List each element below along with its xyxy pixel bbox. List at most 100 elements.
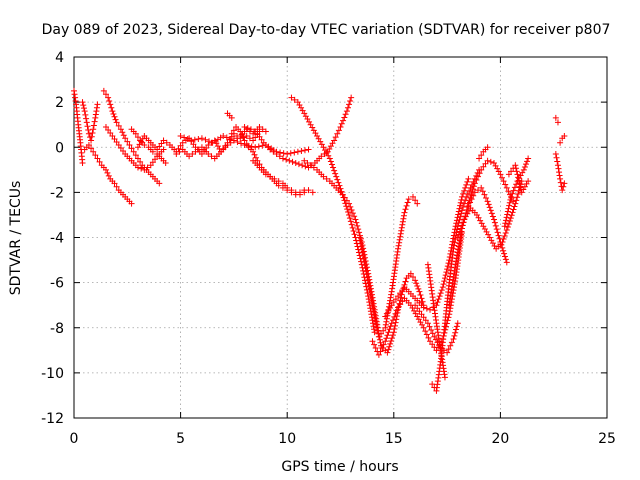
data-point (296, 191, 303, 198)
data-point (335, 127, 342, 134)
data-point (120, 132, 127, 139)
data-point (359, 246, 366, 253)
data-point (399, 287, 406, 294)
data-point (256, 133, 263, 140)
data-point (305, 187, 312, 194)
data-point (356, 234, 363, 241)
data-point (476, 155, 483, 162)
data-point (495, 232, 502, 239)
y-tick-label: -6 (50, 276, 64, 292)
data-point (444, 349, 451, 356)
data-point (481, 226, 488, 233)
data-point (234, 138, 241, 145)
data-point (400, 215, 407, 222)
data-point (100, 87, 107, 94)
data-point (190, 141, 197, 148)
data-point (400, 212, 407, 219)
data-point (508, 193, 515, 200)
data-point (441, 275, 448, 282)
data-point (113, 183, 120, 190)
y-axis-label: SDTVAR / TECUs (8, 181, 24, 296)
data-point (492, 222, 499, 229)
data-point (494, 229, 501, 236)
data-point (514, 194, 521, 201)
data-point (385, 346, 392, 353)
data-point (462, 184, 469, 191)
data-point (501, 223, 508, 230)
data-point (465, 175, 472, 182)
data-point (556, 169, 563, 176)
data-point (357, 240, 364, 247)
data-point (484, 157, 491, 164)
data-point (491, 216, 498, 223)
y-tick-label: 4 (55, 50, 64, 66)
data-point (270, 148, 277, 155)
data-point (457, 202, 464, 209)
data-point (409, 273, 416, 280)
data-point (347, 218, 354, 225)
data-point (424, 320, 431, 327)
data-point (491, 219, 498, 226)
data-point (397, 301, 404, 308)
data-point (91, 118, 98, 125)
data-point (418, 311, 425, 318)
data-point (112, 116, 119, 123)
data-point (85, 141, 92, 148)
data-point (252, 144, 259, 151)
data-point (80, 105, 87, 112)
data-point (397, 230, 404, 237)
data-point (351, 231, 358, 238)
data-point (398, 224, 405, 231)
data-point (419, 321, 426, 328)
data-point (115, 141, 122, 148)
chart-title: Day 089 of 2023, Sidereal Day-to-day VTE… (42, 22, 611, 38)
data-point (459, 222, 466, 229)
data-point (320, 144, 327, 151)
data-point (514, 171, 521, 178)
data-point (138, 165, 145, 172)
data-point (521, 163, 528, 170)
data-point (470, 192, 477, 199)
data-point (304, 160, 311, 167)
axis-ticks: 0 5 10 15 20 25 -12 -10 -8 -6 -4 -2 0 2 4 (41, 50, 616, 447)
data-point (445, 260, 452, 267)
data-point (386, 303, 393, 310)
data-point (363, 271, 370, 278)
data-point (420, 324, 427, 331)
data-point (349, 224, 356, 231)
data-point (387, 294, 394, 301)
data-point (401, 209, 408, 216)
data-point (147, 162, 154, 169)
data-point (451, 332, 458, 339)
data-point (456, 237, 463, 244)
data-point (420, 314, 427, 321)
data-point (416, 288, 423, 295)
data-point (471, 189, 478, 196)
data-point (352, 216, 359, 223)
data-point (365, 280, 372, 287)
data-point (440, 281, 447, 288)
data-point (385, 329, 392, 336)
data-point (489, 213, 496, 220)
data-point (484, 198, 491, 205)
data-point (88, 145, 95, 152)
data-point (553, 154, 560, 161)
data-point (365, 283, 372, 290)
data-point (469, 186, 476, 193)
data-point (126, 141, 133, 148)
data-point (362, 265, 369, 272)
data-point (425, 334, 432, 341)
data-point (397, 294, 404, 301)
data-point (483, 228, 490, 235)
data-point (502, 220, 509, 227)
data-point (128, 200, 135, 207)
data-point (71, 91, 78, 98)
data-point (395, 245, 402, 252)
data-point (137, 158, 144, 165)
data-point (294, 148, 301, 155)
data-point (382, 324, 389, 331)
data-point (346, 211, 353, 218)
data-point (111, 113, 118, 120)
data-point (132, 152, 139, 159)
